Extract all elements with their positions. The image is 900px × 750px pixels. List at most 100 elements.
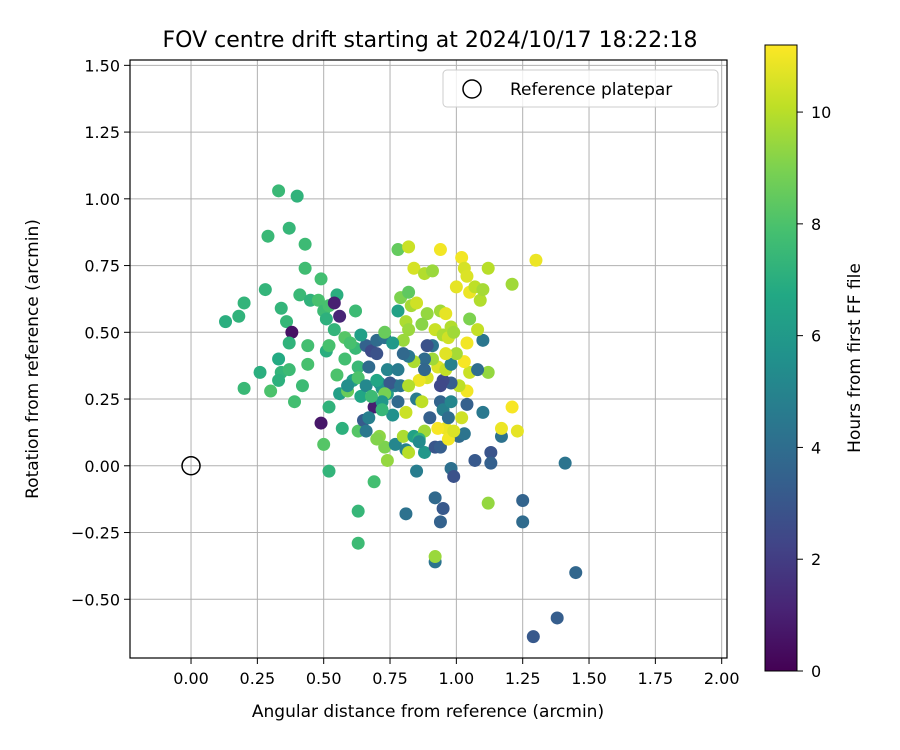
- data-point: [441, 411, 455, 425]
- data-point: [433, 379, 447, 393]
- data-point: [423, 411, 437, 425]
- data-point: [463, 312, 477, 326]
- data-point: [415, 395, 429, 409]
- legend: Reference platepar: [442, 69, 719, 108]
- data-point: [402, 285, 416, 299]
- plot-frame: [129, 59, 728, 659]
- data-point: [505, 400, 519, 414]
- data-point: [391, 395, 405, 409]
- data-point: [232, 309, 246, 323]
- data-point: [407, 261, 421, 275]
- data-point: [396, 429, 410, 443]
- y-tick-label: 1.00: [84, 190, 120, 209]
- data-point: [433, 515, 447, 529]
- data-point: [412, 373, 426, 387]
- data-point: [351, 504, 365, 518]
- data-point: [457, 355, 471, 369]
- data-point: [301, 357, 315, 371]
- data-point: [431, 421, 445, 435]
- data-point: [362, 360, 376, 374]
- data-point: [364, 389, 378, 403]
- data-point: [476, 283, 490, 297]
- data-point: [311, 293, 325, 307]
- data-point: [418, 445, 432, 459]
- data-point: [471, 363, 485, 377]
- data-point: [330, 368, 344, 382]
- x-tick-label: 1.25: [505, 669, 541, 688]
- y-tick-label: 1.25: [84, 123, 120, 142]
- data-point: [333, 309, 347, 323]
- data-point: [412, 435, 426, 449]
- data-point: [386, 336, 400, 350]
- colorbar-tick-label: 2: [811, 550, 821, 569]
- data-point: [341, 379, 355, 393]
- data-point: [274, 301, 288, 315]
- data-point: [298, 237, 312, 251]
- data-point: [314, 272, 328, 286]
- data-point: [317, 437, 331, 451]
- data-point: [378, 325, 392, 339]
- data-point: [455, 411, 469, 425]
- data-point: [428, 491, 442, 505]
- data-point: [367, 475, 381, 489]
- data-point: [481, 261, 495, 275]
- data-point: [425, 264, 439, 278]
- data-point: [460, 336, 474, 350]
- data-point: [473, 293, 487, 307]
- x-tick-label: 1.00: [439, 669, 475, 688]
- data-point: [420, 339, 434, 353]
- data-point: [444, 357, 458, 371]
- data-point: [386, 408, 400, 422]
- data-point: [460, 269, 474, 283]
- data-point: [428, 550, 442, 564]
- data-point: [354, 328, 368, 342]
- chart-title: FOV centre drift starting at 2024/10/17 …: [163, 28, 698, 53]
- x-axis-label: Angular distance from reference (arcmin): [252, 702, 604, 722]
- data-point: [418, 363, 432, 377]
- data-point: [362, 411, 376, 425]
- data-point: [375, 403, 389, 417]
- data-point: [449, 280, 463, 294]
- data-point: [558, 456, 572, 470]
- data-point: [272, 184, 286, 198]
- data-point: [327, 323, 341, 337]
- data-point: [219, 315, 233, 329]
- colorbar-tick-label: 10: [811, 103, 831, 122]
- data-point: [359, 424, 373, 438]
- data-point: [272, 373, 286, 387]
- data-point: [471, 323, 485, 337]
- y-tick-label: 0.00: [84, 457, 120, 476]
- data-point: [529, 253, 543, 267]
- data-point: [516, 515, 530, 529]
- x-tick-label: 1.75: [638, 669, 674, 688]
- data-point: [399, 405, 413, 419]
- y-tick-label: 0.50: [84, 323, 120, 342]
- data-point: [455, 251, 469, 265]
- data-point: [261, 229, 275, 243]
- data-point: [285, 325, 299, 339]
- y-tick-label: 1.50: [84, 56, 120, 75]
- data-point: [370, 432, 384, 446]
- data-point: [351, 360, 365, 374]
- data-point: [410, 464, 424, 478]
- data-point: [516, 493, 530, 507]
- colorbar-tick-label: 6: [811, 327, 821, 346]
- data-point: [439, 347, 453, 361]
- colorbar: 0 2 4 6 8 10 Hours from first FF file: [764, 44, 865, 681]
- data-point: [282, 221, 296, 235]
- x-tick-label: 0.25: [240, 669, 276, 688]
- data-point: [505, 277, 519, 291]
- x-tick-label: 0.50: [306, 669, 342, 688]
- data-point: [237, 296, 251, 310]
- data-point: [550, 611, 564, 625]
- data-point: [370, 373, 384, 387]
- data-point: [396, 333, 410, 347]
- data-point: [282, 336, 296, 350]
- data-point: [481, 365, 495, 379]
- x-tick-label: 0.00: [173, 669, 209, 688]
- data-point: [410, 296, 424, 310]
- x-tick-label: 0.75: [372, 669, 408, 688]
- data-point: [349, 304, 363, 318]
- x-tick-label: 2.00: [704, 669, 740, 688]
- data-point: [476, 405, 490, 419]
